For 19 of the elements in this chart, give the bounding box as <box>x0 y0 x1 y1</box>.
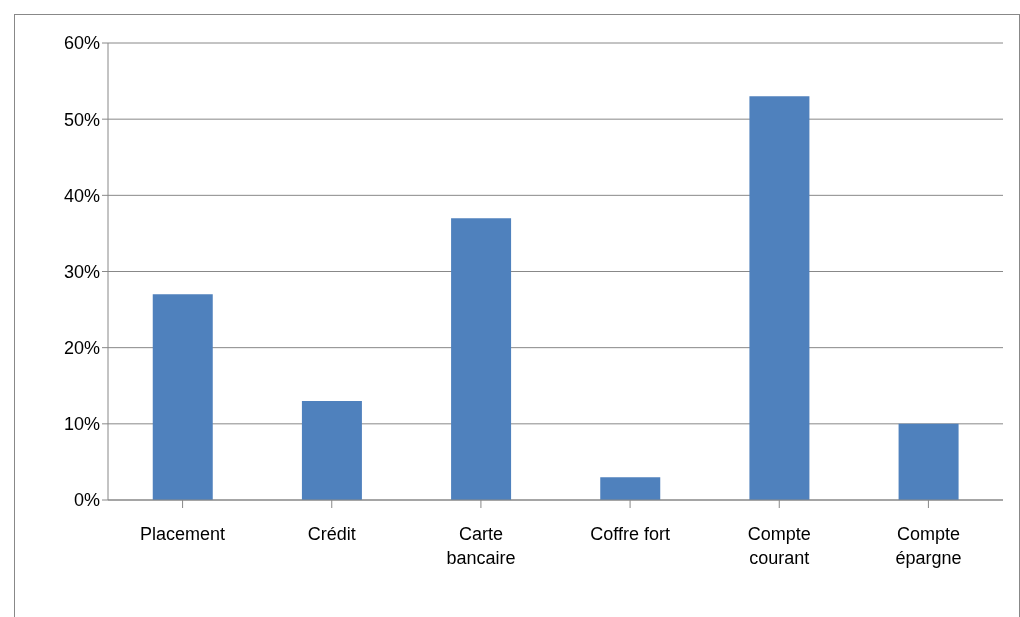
x-tick-label: Compte courant <box>747 524 811 568</box>
y-tick-label: 50% <box>63 109 100 130</box>
bar <box>749 96 810 500</box>
bar <box>451 218 512 500</box>
bar <box>600 477 661 500</box>
x-tick-label: Coffre fort <box>590 524 670 544</box>
y-tick-label: 0% <box>73 490 100 511</box>
x-tick-label: Compte épargne <box>895 524 962 568</box>
y-tick-label: 20% <box>63 338 100 359</box>
y-tick-label: 60% <box>63 33 100 54</box>
x-tick-label: Carte bancaire <box>446 524 516 568</box>
y-tick-label: 10% <box>63 414 100 435</box>
x-tick-label: Placement <box>140 524 226 544</box>
x-tick-label: Crédit <box>307 524 356 544</box>
y-tick-label: 40% <box>63 185 100 206</box>
bar <box>301 400 362 500</box>
bar <box>152 294 213 500</box>
y-tick-label: 30% <box>63 261 100 282</box>
bar <box>898 423 959 500</box>
